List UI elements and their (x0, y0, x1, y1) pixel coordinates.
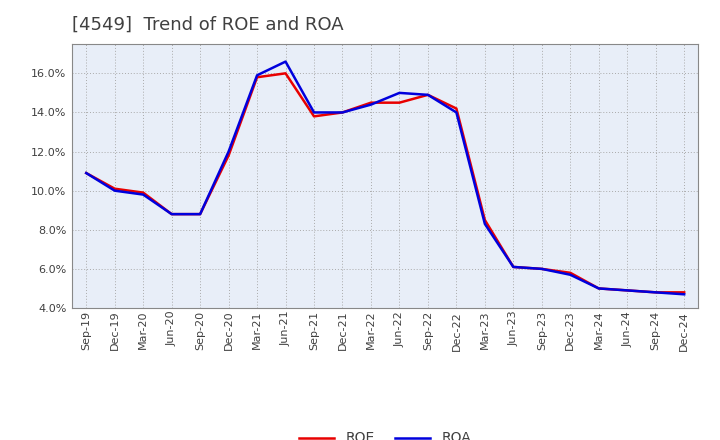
ROE (225, 153, 233, 158)
ROE (680, 290, 688, 295)
ROA (623, 288, 631, 293)
ROA (310, 110, 318, 115)
ROA (282, 59, 290, 64)
ROE (480, 217, 489, 223)
ROE (509, 264, 518, 270)
ROA (652, 290, 660, 295)
ROA (509, 264, 518, 270)
ROE (282, 71, 290, 76)
ROE (310, 114, 318, 119)
ROA (680, 292, 688, 297)
Line: ROA: ROA (86, 62, 684, 294)
ROA (110, 188, 119, 193)
Line: ROE: ROE (86, 73, 684, 292)
ROE (652, 290, 660, 295)
ROA (480, 221, 489, 227)
ROA (139, 192, 148, 197)
ROA (566, 272, 575, 277)
ROA (167, 212, 176, 217)
ROE (167, 212, 176, 217)
ROA (366, 102, 375, 107)
ROA (338, 110, 347, 115)
ROA (395, 90, 404, 95)
ROA (595, 286, 603, 291)
ROE (423, 92, 432, 98)
ROE (452, 106, 461, 111)
Legend: ROE, ROA: ROE, ROA (294, 426, 477, 440)
ROE (537, 266, 546, 271)
Text: [4549]  Trend of ROE and ROA: [4549] Trend of ROE and ROA (72, 16, 343, 34)
ROA (196, 212, 204, 217)
ROA (253, 73, 261, 78)
ROA (225, 149, 233, 154)
ROE (196, 212, 204, 217)
ROE (110, 186, 119, 191)
ROE (395, 100, 404, 105)
ROE (253, 75, 261, 80)
ROE (338, 110, 347, 115)
ROA (423, 92, 432, 98)
ROE (595, 286, 603, 291)
ROA (82, 170, 91, 176)
ROA (537, 266, 546, 271)
ROE (566, 270, 575, 275)
ROE (82, 170, 91, 176)
ROA (452, 110, 461, 115)
ROE (623, 288, 631, 293)
ROE (139, 190, 148, 195)
ROE (366, 100, 375, 105)
